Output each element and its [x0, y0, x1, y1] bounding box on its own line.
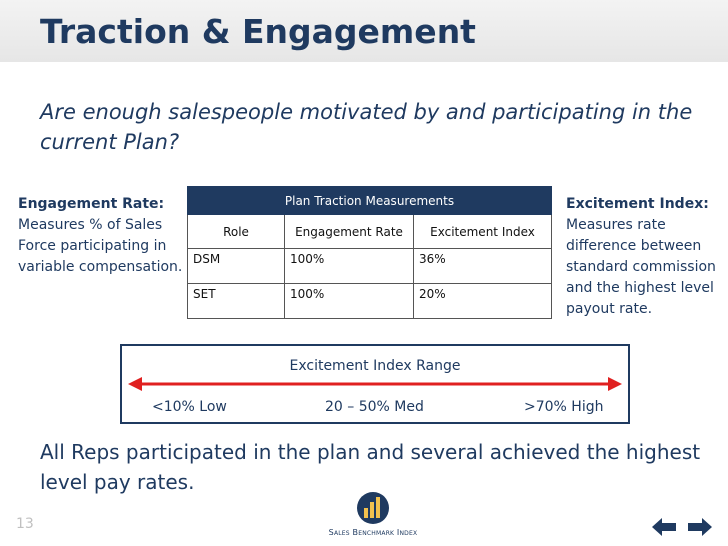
plan-traction-table: Plan Traction Measurements Role Engageme… — [187, 186, 552, 319]
title-bar — [0, 0, 728, 62]
engagement-rate-note: Engagement Rate: Measures % of Sales For… — [18, 194, 186, 278]
table-cell-engagement-rate: 100% — [284, 283, 414, 319]
range-label-med: 20 – 50% Med — [325, 399, 424, 415]
arrow-left-icon[interactable] — [652, 518, 676, 536]
engagement-rate-description: Measures % of Sales Force participating … — [18, 217, 183, 275]
logo-text: Sales Benchmark Index — [328, 528, 418, 537]
table-row: SET 100% 20% — [187, 283, 552, 319]
table-row: DSM 100% 36% — [187, 248, 552, 284]
excitement-index-note: Excitement Index: Measures rate differen… — [566, 194, 726, 320]
page-number: 13 — [16, 516, 34, 532]
sales-benchmark-index-logo: Sales Benchmark Index — [328, 490, 418, 542]
table-cell-role: DSM — [187, 248, 285, 284]
table-caption: Plan Traction Measurements — [187, 186, 552, 215]
logo-mark-icon — [357, 492, 389, 524]
engagement-rate-heading: Engagement Rate: — [18, 196, 165, 212]
excitement-index-range-box: Excitement Index Range <10% Low 20 – 50%… — [120, 344, 630, 424]
table-cell-excitement-index: 20% — [413, 283, 552, 319]
arrow-right-icon[interactable] — [688, 518, 712, 536]
table-cell-engagement-rate: 100% — [284, 248, 414, 284]
double-arrow-icon — [128, 377, 622, 391]
column-header-engagement-rate: Engagement Rate — [284, 214, 414, 249]
table-cell-excitement-index: 36% — [413, 248, 552, 284]
excitement-index-heading: Excitement Index: — [566, 196, 709, 212]
conclusion-text: All Reps participated in the plan and se… — [40, 440, 701, 494]
column-header-excitement-index: Excitement Index — [413, 214, 552, 249]
slide-title: Traction & Engagement — [40, 12, 476, 51]
table-header-row: Role Engagement Rate Excitement Index — [187, 214, 552, 249]
range-label-low: <10% Low — [152, 399, 227, 415]
excitement-index-description: Measures rate difference between standar… — [566, 217, 716, 317]
range-label-high: >70% High — [524, 399, 604, 415]
slide-subtitle: Are enough salespeople motivated by and … — [40, 100, 693, 154]
range-title: Excitement Index Range — [289, 358, 461, 374]
column-header-role: Role — [187, 214, 285, 249]
table-cell-role: SET — [187, 283, 285, 319]
